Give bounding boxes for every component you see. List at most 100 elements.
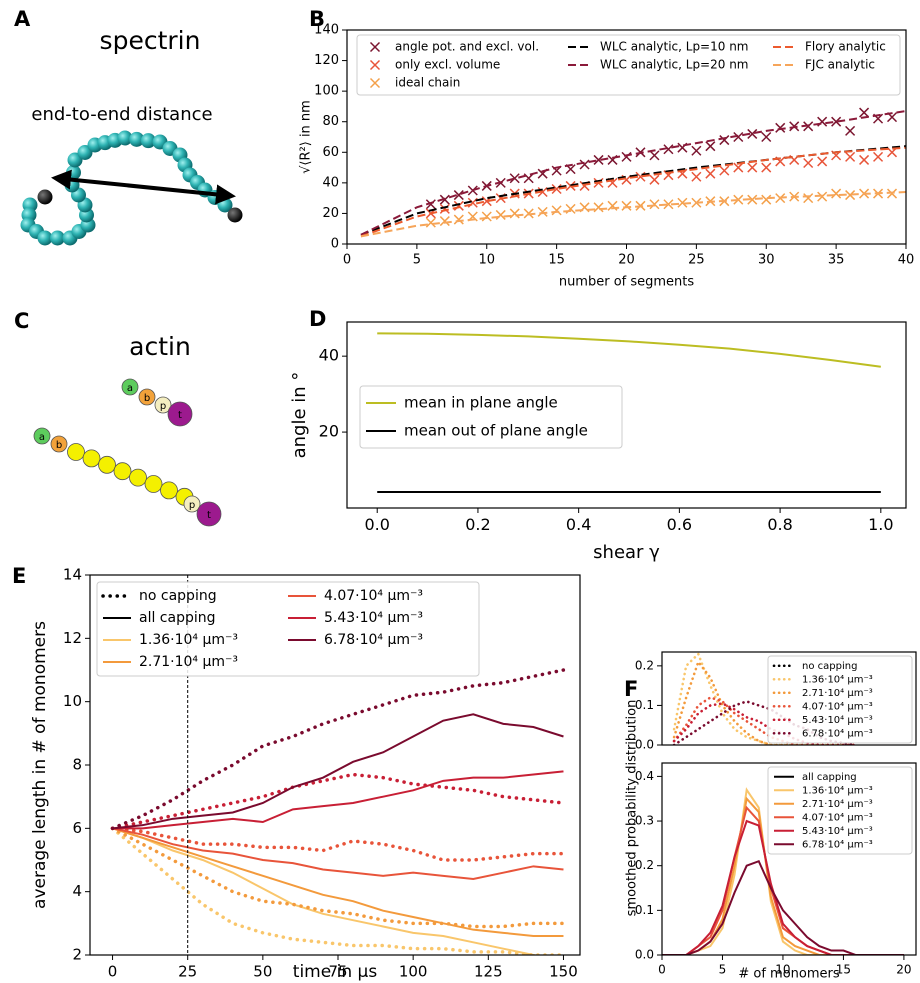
cross-marker <box>649 174 660 185</box>
cross-marker <box>859 154 870 165</box>
legend: angle pot. and excl. vol. only excl. volu… <box>356 34 901 96</box>
bead <box>37 230 53 246</box>
y-tick-label: 20 <box>322 206 339 221</box>
y-tick-label: 0.4 <box>635 769 654 783</box>
axes-frame <box>89 574 581 956</box>
series-line <box>662 787 904 955</box>
bead <box>33 427 51 445</box>
legend: mean in plane angle mean out of plane ang… <box>359 385 623 449</box>
bead <box>138 388 156 406</box>
series-line <box>112 713 564 830</box>
legend-box <box>359 385 623 449</box>
legend-label: 5.43·10⁴ μm⁻³ <box>324 610 423 626</box>
cross-marker <box>495 209 506 220</box>
cross-marker <box>845 125 856 136</box>
y-tick-label: 2 <box>72 946 82 964</box>
legend-label: all capping <box>139 610 216 626</box>
cross-marker <box>733 162 744 173</box>
axes-frame <box>346 321 907 509</box>
bead <box>167 401 193 427</box>
x-axis-label: # of monomers <box>738 967 840 982</box>
cross-marker <box>817 156 828 167</box>
cross-marker <box>509 208 520 219</box>
cross-marker <box>733 131 744 143</box>
y-tick-label: 0.0 <box>635 738 654 752</box>
y-axis-label: √⟨R²⟩ in nm <box>299 100 314 174</box>
axes-frame <box>661 651 917 746</box>
chart: 0.0 0.1 0.2 no capping 1.36·10⁴ μm⁻³ 2.71·10⁴… <box>624 651 917 752</box>
legend-label: FJC analytic <box>805 58 875 72</box>
legend-label: 1.36·10⁴ μm⁻³ <box>139 632 238 648</box>
chart: 2 4 6 8 10 12 14 0 25 50 75 100 125 150 no capping all … <box>12 564 581 982</box>
cross-marker <box>649 150 660 161</box>
series-line <box>662 859 904 955</box>
series-line <box>672 652 857 745</box>
x-tick-label: 20 <box>896 963 911 977</box>
legend-label: only excl. volume <box>395 58 500 72</box>
series-line <box>360 146 906 238</box>
legend-box <box>96 581 480 677</box>
y-tick-label: 0.2 <box>635 658 654 672</box>
y-tick-label: 40 <box>322 175 339 190</box>
cross-marker <box>845 151 856 162</box>
y-tick-label: 14 <box>63 566 82 584</box>
x-tick-label: 0.6 <box>667 515 692 534</box>
cross-marker <box>845 190 856 201</box>
y-tick-label: 0.1 <box>635 903 654 917</box>
legend-label: 2.71·10⁴ μm⁻³ <box>802 688 873 699</box>
y-tick-label: 0.2 <box>635 858 654 872</box>
y-tick-label: 0.1 <box>635 698 654 712</box>
legend-label: 5.43·10⁴ μm⁻³ <box>802 826 873 837</box>
bead <box>129 468 147 487</box>
x-tick-label: 150 <box>549 963 578 981</box>
y-tick-label: 120 <box>314 53 339 68</box>
y-tick-label: 80 <box>322 114 339 129</box>
y-tick-label: 12 <box>63 629 82 647</box>
cross-marker <box>831 188 842 199</box>
panel-label: C <box>14 309 29 333</box>
illustration-title: spectrin <box>100 26 201 55</box>
plot-area <box>662 787 904 955</box>
legend-label: 5.43·10⁴ μm⁻³ <box>802 715 873 726</box>
bead <box>144 475 163 493</box>
y-tick-label: 20 <box>319 422 339 441</box>
series-line <box>112 827 539 955</box>
cross-marker <box>761 194 772 205</box>
cross-marker <box>621 151 632 162</box>
cross-marker <box>593 202 604 213</box>
legend-label: 6.78·10⁴ μm⁻³ <box>802 839 873 850</box>
legend-label: 6.78·10⁴ μm⁻³ <box>324 632 423 648</box>
legend-label: all capping <box>802 772 857 783</box>
legend-swatch <box>369 41 381 53</box>
bead-label: p <box>160 401 166 412</box>
bead <box>121 378 139 396</box>
cross-marker <box>761 162 772 173</box>
y-tick-label: 4 <box>72 882 82 900</box>
cross-marker <box>439 216 450 227</box>
series-line <box>110 772 566 831</box>
illustration-annotation: end-to-end distance <box>31 104 212 125</box>
y-tick-label: 40 <box>319 346 339 365</box>
bead <box>129 131 145 147</box>
x-tick-label: 35 <box>828 252 845 267</box>
legend-label: 4.07·10⁴ μm⁻³ <box>802 812 873 823</box>
panel-label: B <box>309 7 325 31</box>
legend-box <box>767 766 913 855</box>
bead <box>227 207 243 223</box>
axes-frame <box>661 762 917 956</box>
y-tick-label: 0.3 <box>635 814 654 828</box>
cross-marker <box>747 162 758 173</box>
panel-label: D <box>309 307 326 331</box>
cross-marker <box>663 144 674 155</box>
series-line <box>672 702 857 745</box>
cross-marker <box>649 199 660 210</box>
x-tick-label: 10 <box>478 252 495 267</box>
cross-marker <box>775 122 786 133</box>
cross-marker <box>453 190 464 201</box>
bead <box>160 481 178 500</box>
cross-marker <box>719 165 730 176</box>
x-tick-label: 0 <box>343 252 351 267</box>
series-line <box>377 332 881 368</box>
cross-marker <box>873 151 884 162</box>
